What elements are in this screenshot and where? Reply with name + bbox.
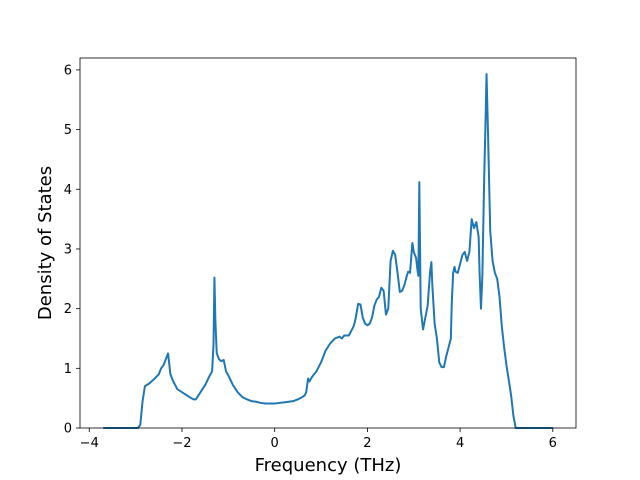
x-tick-label: 6 (549, 436, 557, 451)
y-tick-label: 3 (64, 242, 72, 257)
x-axis-ticks: −4 −2 0 2 4 6 (80, 428, 557, 451)
y-tick-label: 2 (64, 302, 72, 317)
dos-series-line-0 (103, 73, 553, 429)
y-tick-label: 4 (64, 183, 72, 198)
plot-frame (79, 57, 577, 429)
y-axis-ticks: 0 1 2 3 4 5 6 (64, 63, 80, 437)
y-tick-label: 0 (64, 422, 72, 437)
y-tick-label: 1 (64, 362, 72, 377)
x-axis-label: Frequency (THz) (255, 455, 402, 476)
y-axis-label: Density of States (35, 166, 56, 320)
y-tick-label: 5 (64, 123, 72, 138)
x-tick-label: 4 (456, 436, 464, 451)
data-layer (103, 73, 553, 429)
y-tick-label: 6 (64, 63, 72, 78)
plot-area (80, 58, 576, 428)
x-tick-label: −2 (172, 436, 191, 451)
x-tick-label: 2 (363, 436, 371, 451)
x-tick-label: −4 (80, 436, 99, 451)
x-tick-label: 0 (271, 436, 279, 451)
